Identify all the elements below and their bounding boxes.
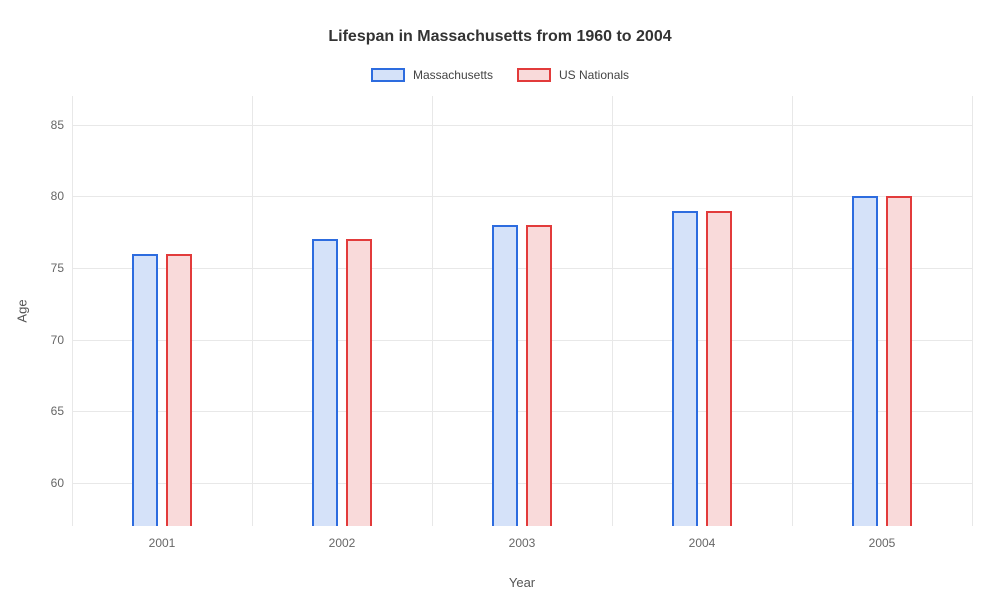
chart-title: Lifespan in Massachusetts from 1960 to 2… bbox=[0, 28, 1000, 46]
y-tick-label: 60 bbox=[51, 476, 72, 490]
gridline-horizontal bbox=[72, 340, 972, 341]
gridline-vertical bbox=[972, 96, 973, 526]
legend-swatch bbox=[517, 68, 551, 82]
gridline-horizontal bbox=[72, 268, 972, 269]
x-tick-label: 2005 bbox=[869, 526, 896, 550]
gridline-vertical bbox=[252, 96, 253, 526]
bar bbox=[346, 239, 372, 526]
plot-area: 60657075808520012002200320042005 bbox=[72, 96, 972, 526]
bar bbox=[706, 211, 732, 526]
legend-swatch bbox=[371, 68, 405, 82]
legend: Massachusetts US Nationals bbox=[0, 68, 1000, 82]
bar bbox=[852, 196, 878, 526]
y-axis-label: Age bbox=[15, 299, 30, 322]
bar bbox=[492, 225, 518, 526]
gridline-horizontal bbox=[72, 125, 972, 126]
gridline-horizontal bbox=[72, 196, 972, 197]
y-tick-label: 85 bbox=[51, 118, 72, 132]
gridline-horizontal bbox=[72, 411, 972, 412]
x-tick-label: 2003 bbox=[509, 526, 536, 550]
legend-item: US Nationals bbox=[517, 68, 629, 82]
bar bbox=[886, 196, 912, 526]
x-tick-label: 2004 bbox=[689, 526, 716, 550]
x-tick-label: 2002 bbox=[329, 526, 356, 550]
legend-label: US Nationals bbox=[559, 68, 629, 82]
x-axis-label: Year bbox=[509, 575, 535, 590]
x-tick-label: 2001 bbox=[149, 526, 176, 550]
legend-label: Massachusetts bbox=[413, 68, 493, 82]
gridline-vertical bbox=[432, 96, 433, 526]
bar bbox=[312, 239, 338, 526]
bar bbox=[132, 254, 158, 526]
y-tick-label: 75 bbox=[51, 261, 72, 275]
gridline-horizontal bbox=[72, 483, 972, 484]
y-tick-label: 80 bbox=[51, 189, 72, 203]
gridline-vertical bbox=[72, 96, 73, 526]
gridline-vertical bbox=[612, 96, 613, 526]
bar bbox=[672, 211, 698, 526]
y-tick-label: 65 bbox=[51, 404, 72, 418]
bar bbox=[526, 225, 552, 526]
y-tick-label: 70 bbox=[51, 333, 72, 347]
legend-item: Massachusetts bbox=[371, 68, 493, 82]
bar bbox=[166, 254, 192, 526]
gridline-vertical bbox=[792, 96, 793, 526]
